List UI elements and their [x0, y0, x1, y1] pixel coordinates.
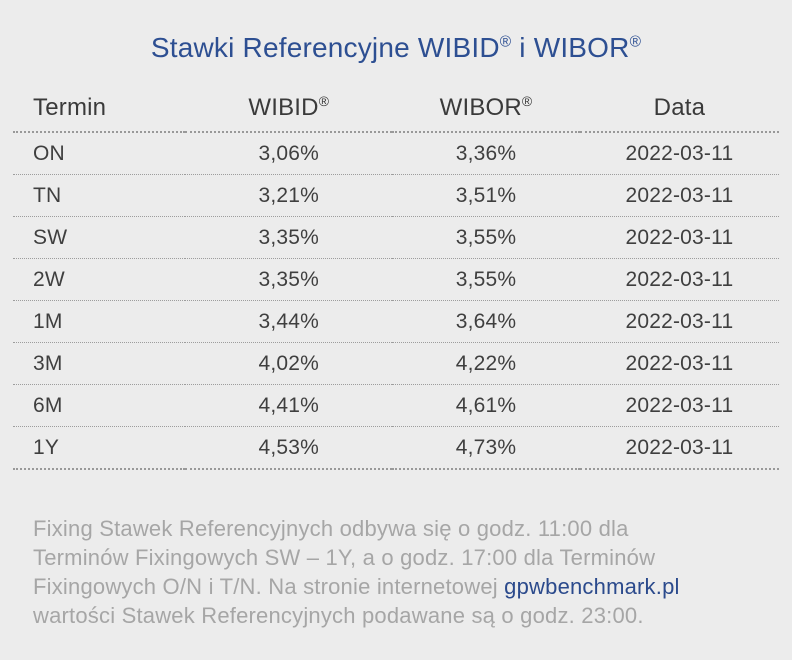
cell-termin: 1Y	[13, 426, 186, 470]
cell-termin: ON	[13, 132, 186, 175]
table-row-sw: SW 3,35% 3,55% 2022-03-11	[13, 216, 779, 259]
cell-termin: SW	[13, 216, 186, 259]
cell-termin: 6M	[13, 384, 186, 427]
cell-wibid: 3,21%	[185, 174, 393, 217]
cell-wibor: 3,55%	[392, 216, 580, 259]
cell-data: 2022-03-11	[579, 426, 779, 470]
table-row-6m: 6M 4,41% 4,61% 2022-03-11	[13, 384, 779, 427]
cell-termin: 3M	[13, 342, 186, 385]
rates-table-header: Termin WIBID® WIBOR® Data	[13, 93, 779, 133]
footnote-line-3: Fixingowych O/N i T/N. Na stronie intern…	[33, 574, 505, 599]
cell-wibid: 3,06%	[185, 132, 393, 175]
cell-wibor: 3,51%	[392, 174, 580, 217]
footnote-line-1: Fixing Stawek Referencyjnych odbywa się …	[33, 516, 629, 541]
table-row-on: ON 3,06% 3,36% 2022-03-11	[13, 132, 779, 175]
cell-data: 2022-03-11	[579, 300, 779, 343]
cell-data: 2022-03-11	[579, 258, 779, 301]
cell-wibor: 4,73%	[392, 426, 580, 470]
column-header-wibid: WIBID®	[185, 93, 393, 133]
footnote-line-2: Terminów Fixingowych SW – 1Y, a o godz. …	[33, 545, 656, 570]
page-title: Stawki Referencyjne WIBID® i WIBOR®	[0, 32, 792, 64]
cell-termin: 1M	[13, 300, 186, 343]
cell-data: 2022-03-11	[579, 132, 779, 175]
table-row-3m: 3M 4,02% 4,22% 2022-03-11	[13, 342, 779, 385]
cell-wibid: 4,02%	[185, 342, 393, 385]
fixing-footnote: Fixing Stawek Referencyjnych odbywa się …	[33, 514, 759, 630]
column-header-termin: Termin	[13, 94, 186, 133]
wibid-header-label: WIBID	[248, 94, 319, 121]
column-header-data: Data	[579, 94, 779, 133]
cell-data: 2022-03-11	[579, 384, 779, 427]
cell-wibid: 4,41%	[185, 384, 393, 427]
cell-wibor: 4,61%	[392, 384, 580, 427]
cell-data: 2022-03-11	[579, 342, 779, 385]
cell-wibid: 4,53%	[185, 426, 393, 470]
cell-wibid: 3,35%	[185, 216, 393, 259]
wibor-header-label: WIBOR	[439, 94, 522, 121]
gpwbenchmark-link[interactable]: gpwbenchmark.pl	[504, 574, 680, 599]
cell-data: 2022-03-11	[579, 216, 779, 259]
rates-table-body: ON 3,06% 3,36% 2022-03-11 TN 3,21% 3,51%…	[13, 132, 779, 470]
registered-trademark-icon: ®	[318, 93, 330, 109]
table-row-2w: 2W 3,35% 3,55% 2022-03-11	[13, 258, 779, 301]
title-text-2: i WIBOR	[511, 32, 630, 63]
registered-trademark-icon: ®	[629, 33, 642, 51]
cell-wibor: 3,64%	[392, 300, 580, 343]
table-row-1m: 1M 3,44% 3,64% 2022-03-11	[13, 300, 779, 343]
cell-termin: TN	[13, 174, 186, 217]
cell-data: 2022-03-11	[579, 174, 779, 217]
cell-wibid: 3,44%	[185, 300, 393, 343]
column-header-wibor: WIBOR®	[392, 93, 580, 133]
cell-termin: 2W	[13, 258, 186, 301]
table-row-1y: 1Y 4,53% 4,73% 2022-03-11	[13, 426, 779, 470]
cell-wibor: 3,55%	[392, 258, 580, 301]
registered-trademark-icon: ®	[499, 33, 512, 51]
rates-table: Termin WIBID® WIBOR® Data ON 3,06% 3,36%…	[13, 94, 779, 470]
header-row: Termin WIBID® WIBOR® Data	[13, 93, 779, 133]
cell-wibor: 3,36%	[392, 132, 580, 175]
cell-wibor: 4,22%	[392, 342, 580, 385]
registered-trademark-icon: ®	[521, 93, 533, 109]
footnote-line-4: wartości Stawek Referencyjnych podawane …	[33, 603, 644, 628]
cell-wibid: 3,35%	[185, 258, 393, 301]
title-text-1: Stawki Referencyjne WIBID	[150, 32, 500, 63]
table-row-tn: TN 3,21% 3,51% 2022-03-11	[13, 174, 779, 217]
